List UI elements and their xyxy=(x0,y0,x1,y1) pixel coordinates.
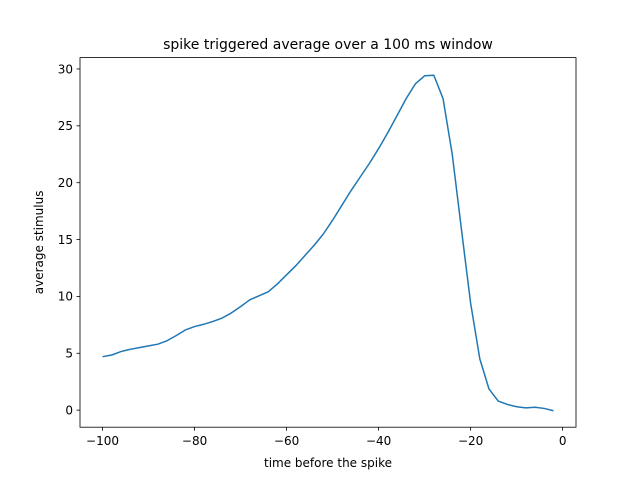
y-tick-label: 25 xyxy=(58,119,73,133)
y-axis-label: average stimulus xyxy=(32,191,46,295)
x-tick-label: −100 xyxy=(86,434,119,448)
y-tick-label: 5 xyxy=(65,347,73,361)
x-tick-label: −60 xyxy=(274,434,299,448)
y-axis-ticks: 0 5 10 15 20 25 30 xyxy=(58,62,80,417)
chart-title: spike triggered average over a 100 ms wi… xyxy=(163,37,493,53)
y-tick-label: 15 xyxy=(58,233,73,247)
x-axis-label: time before the spike xyxy=(264,456,392,470)
plot-layer xyxy=(102,74,554,412)
series-line xyxy=(102,74,554,412)
plot-frame xyxy=(79,57,577,428)
y-tick-label: 30 xyxy=(58,62,73,76)
x-axis-ticks: −100 −80 −60 −40 −20 0 xyxy=(86,427,566,448)
x-tick-label: 0 xyxy=(559,434,567,448)
plot-background xyxy=(80,57,576,428)
y-tick-label: 10 xyxy=(58,290,73,304)
x-tick-label: −40 xyxy=(366,434,391,448)
x-tick-label: −20 xyxy=(458,434,483,448)
y-tick-label: 20 xyxy=(58,176,73,190)
x-tick-label: −80 xyxy=(182,434,207,448)
y-tick-label: 0 xyxy=(65,403,73,417)
